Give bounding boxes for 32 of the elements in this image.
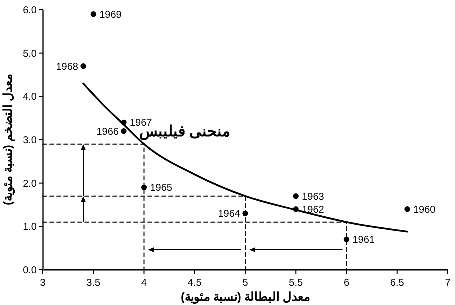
annotation: 1963 xyxy=(302,192,325,203)
point xyxy=(90,12,96,18)
x-tick-label: 6.5 xyxy=(390,278,405,289)
annotation: 1966 xyxy=(96,126,120,138)
y-tick-label: 0.0 xyxy=(23,266,38,276)
x-tick-label: 4 xyxy=(141,278,148,289)
y-tick-label: 3.0 xyxy=(23,136,38,146)
y-axis-title: معدل التضخم (نسبة مئوية) xyxy=(1,74,16,206)
x-tick-label: 7 xyxy=(445,278,452,289)
x-tick-label: 6 xyxy=(344,278,350,289)
y-tick-label: 4.0 xyxy=(23,92,38,104)
x-tick-label: 4.5 xyxy=(188,278,202,289)
annotation: 1961 xyxy=(352,235,376,246)
annotation: 1964 xyxy=(218,209,241,220)
point xyxy=(293,194,299,200)
y-tick-label: 6.0 xyxy=(23,6,38,16)
annotation: 1969 xyxy=(100,10,122,21)
point xyxy=(80,64,86,70)
point xyxy=(404,206,410,212)
y-tick-label: 1.0 xyxy=(23,222,38,234)
annotation: 1960 xyxy=(414,204,436,216)
x-axis-title: معدل البطالة (نسبة مئوية) xyxy=(181,290,310,305)
x-tick-label: 3 xyxy=(40,278,46,289)
annotation: 1965 xyxy=(150,183,173,194)
x-tick-label: 3.5 xyxy=(86,278,102,289)
y-tick-label: 5.0 xyxy=(23,48,38,60)
x-tick-label: 5.5 xyxy=(289,278,304,289)
annotation: 1967 xyxy=(130,118,153,130)
x-tick-label: 5 xyxy=(242,278,249,289)
y-tick-label: 2.0 xyxy=(23,178,38,190)
annotation: 1968 xyxy=(56,62,79,73)
point xyxy=(121,128,127,134)
